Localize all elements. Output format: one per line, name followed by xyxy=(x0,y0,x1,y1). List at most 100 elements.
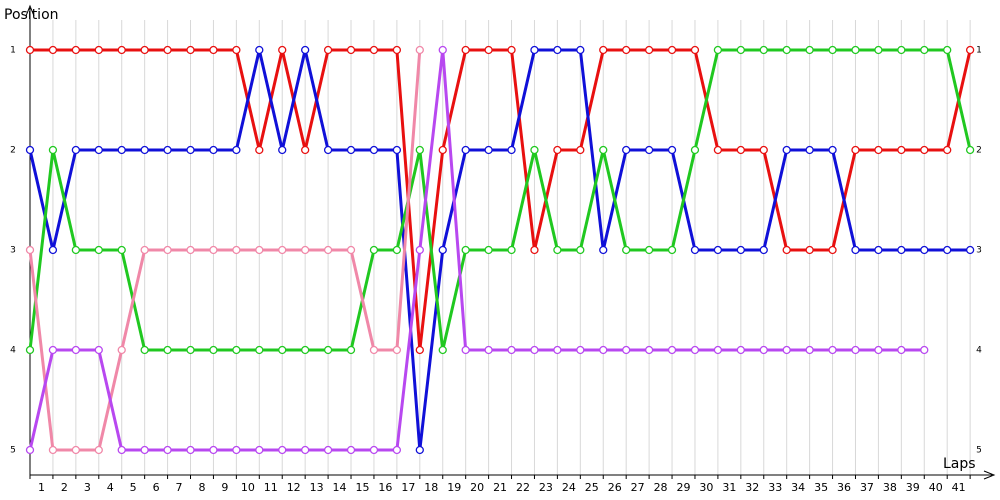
x-axis-title: Laps xyxy=(943,456,976,472)
point xyxy=(828,245,837,255)
point xyxy=(461,245,470,255)
point xyxy=(140,45,149,55)
point xyxy=(782,45,791,55)
point xyxy=(255,445,264,455)
y2-tick-label: 4 xyxy=(976,346,982,356)
point xyxy=(323,145,333,155)
point xyxy=(507,45,516,55)
x-tick-label: 2 xyxy=(61,481,68,494)
y-tick-label: 4 xyxy=(10,346,16,356)
point xyxy=(232,245,241,255)
x-tick-label: 38 xyxy=(883,481,897,494)
point xyxy=(369,245,379,255)
point xyxy=(461,145,470,155)
point xyxy=(48,45,58,55)
x-tick-label: 1 xyxy=(38,481,45,494)
point xyxy=(874,345,883,355)
point xyxy=(920,245,929,255)
point xyxy=(713,345,723,355)
point xyxy=(25,345,35,355)
point xyxy=(576,345,585,355)
point xyxy=(759,245,768,255)
point xyxy=(346,145,356,155)
point xyxy=(323,445,333,455)
x-tick-label: 22 xyxy=(516,481,530,494)
point xyxy=(484,145,493,155)
point xyxy=(392,145,402,155)
x-tick-label: 19 xyxy=(447,481,461,494)
x-tick-label: 18 xyxy=(424,481,438,494)
point xyxy=(369,45,379,55)
y-axis-arrow xyxy=(25,4,35,17)
point xyxy=(622,45,631,55)
point xyxy=(301,345,310,355)
point xyxy=(713,245,723,255)
point xyxy=(323,345,333,355)
point xyxy=(530,45,539,55)
point xyxy=(644,345,654,355)
point xyxy=(163,445,172,455)
point xyxy=(346,345,356,355)
point xyxy=(667,45,677,55)
point xyxy=(301,245,310,255)
point xyxy=(232,345,241,355)
point xyxy=(163,245,172,255)
point xyxy=(25,45,35,55)
point xyxy=(553,145,562,155)
point xyxy=(736,245,745,255)
point xyxy=(759,145,768,155)
x-tick-label: 29 xyxy=(677,481,691,494)
point xyxy=(346,245,356,255)
point xyxy=(369,145,379,155)
point xyxy=(736,345,745,355)
point xyxy=(369,445,379,455)
point xyxy=(415,345,424,355)
point xyxy=(278,145,287,155)
point xyxy=(920,345,929,355)
point xyxy=(484,245,493,255)
point xyxy=(484,345,493,355)
x-tick-label: 15 xyxy=(355,481,369,494)
point xyxy=(507,145,516,155)
point xyxy=(140,245,149,255)
point xyxy=(94,445,103,455)
y-tick-label: 2 xyxy=(10,146,16,156)
point xyxy=(599,245,608,255)
point xyxy=(71,245,81,255)
point xyxy=(392,245,402,255)
point xyxy=(209,245,218,255)
point xyxy=(690,345,700,355)
point xyxy=(576,45,585,55)
point xyxy=(576,245,585,255)
point xyxy=(805,245,814,255)
x-tick-label: 26 xyxy=(608,481,622,494)
point xyxy=(553,345,562,355)
point xyxy=(278,45,287,55)
x-tick-label: 41 xyxy=(952,481,966,494)
x-tick-label: 6 xyxy=(153,481,160,494)
point xyxy=(667,145,677,155)
point xyxy=(301,145,310,155)
point xyxy=(346,445,356,455)
x-tick-label: 34 xyxy=(791,481,805,494)
point xyxy=(323,45,333,55)
y-tick-label: 3 xyxy=(10,246,16,256)
point xyxy=(117,145,126,155)
point xyxy=(943,145,952,155)
point xyxy=(874,245,883,255)
x-tick-label: 17 xyxy=(401,481,415,494)
point xyxy=(782,145,791,155)
point xyxy=(415,45,424,55)
point xyxy=(690,45,700,55)
point xyxy=(117,445,126,455)
x-tick-label: 30 xyxy=(699,481,713,494)
point xyxy=(965,145,975,155)
point xyxy=(25,445,35,455)
y-tick-label: 5 xyxy=(10,446,16,456)
point xyxy=(255,345,264,355)
point xyxy=(736,145,745,155)
point xyxy=(48,145,58,155)
point xyxy=(874,145,883,155)
point xyxy=(323,245,333,255)
point xyxy=(965,245,975,255)
